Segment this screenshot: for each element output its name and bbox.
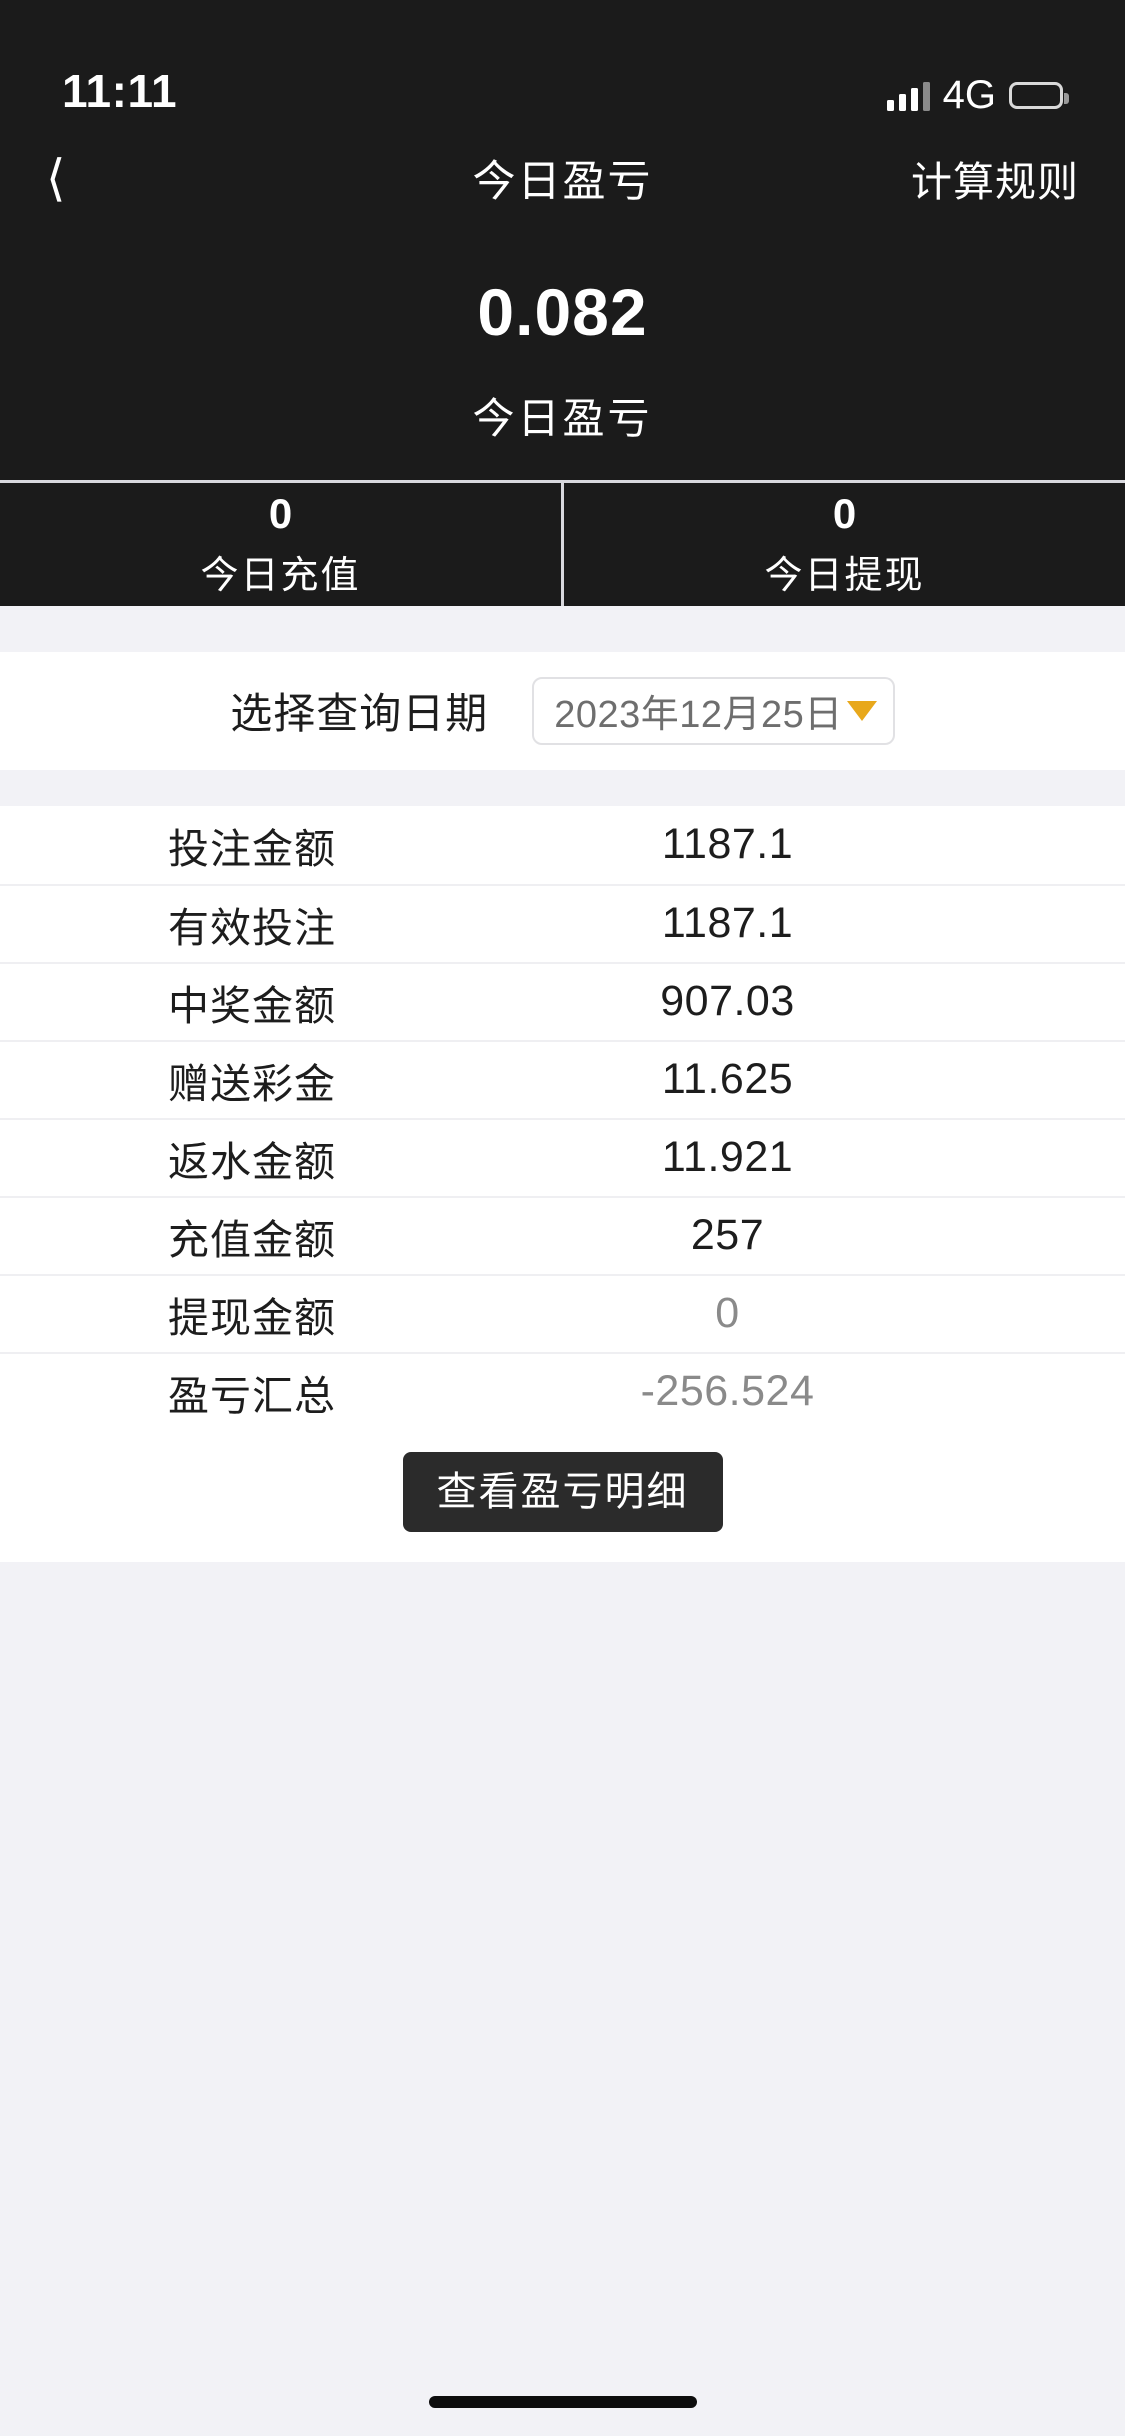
table-row: 有效投注 1187.1: [0, 883, 1125, 962]
stat-label: 今日充值: [200, 555, 361, 598]
table-row: 充值金额 257: [0, 1195, 1125, 1274]
row-value: -256.524: [640, 1367, 815, 1416]
stat-today-withdrawal: 0 今日提现: [561, 482, 1125, 606]
profit-summary: 0.082 今日盈亏: [0, 224, 1125, 480]
today-profit-label: 今日盈亏: [472, 394, 653, 442]
table-row: 盈亏汇总 -256.524: [0, 1351, 1125, 1430]
table-row: 返水金额 11.921: [0, 1117, 1125, 1196]
home-indicator[interactable]: [428, 2396, 697, 2408]
chevron-left-icon[interactable]: ⟨: [46, 150, 66, 206]
row-value: 0: [715, 1289, 740, 1338]
status-bar-indicators: 4G: [886, 73, 1069, 118]
row-label: 充值金额: [168, 1216, 336, 1263]
stat-label: 今日提现: [764, 555, 925, 598]
row-value: 907.03: [660, 977, 795, 1026]
navigation-bar: ⟨ 今日盈亏 计算规则: [0, 132, 1125, 224]
date-picker-label: 选择查询日期: [230, 690, 489, 738]
section-gap: [0, 605, 1125, 652]
row-label: 盈亏汇总: [168, 1372, 336, 1419]
stat-today-deposit: 0 今日充值: [0, 483, 561, 606]
stat-value: 0: [832, 490, 857, 538]
row-label: 返水金额: [168, 1138, 336, 1185]
row-value: 1187.1: [661, 820, 794, 869]
date-select-value: 2023年12月25日: [554, 694, 843, 737]
action-area: 查看盈亏明细: [0, 1429, 1125, 1562]
table-row: 投注金额 1187.1: [0, 806, 1125, 884]
status-bar: 11:11 4G: [0, 0, 1125, 132]
status-bar-time: 11:11: [62, 65, 178, 117]
details-table: 投注金额 1187.1 有效投注 1187.1 中奖金额 907.03 赠送彩金…: [0, 805, 1125, 1430]
row-label: 中奖金额: [168, 982, 336, 1029]
table-row: 中奖金额 907.03: [0, 961, 1125, 1040]
footer-space: [0, 1561, 1125, 1832]
view-profit-detail-button[interactable]: 查看盈亏明细: [402, 1451, 723, 1532]
battery-icon: [1009, 82, 1069, 109]
row-value: 11.625: [661, 1055, 794, 1104]
signal-bars-icon: [886, 81, 930, 111]
date-picker-card: 选择查询日期 2023年12月25日: [0, 651, 1125, 770]
triangle-down-icon: [846, 700, 877, 721]
stat-value: 0: [268, 490, 293, 538]
date-picker-row: 选择查询日期 2023年12月25日: [0, 652, 1125, 770]
today-profit-value: 0.082: [477, 275, 648, 349]
calculation-rules-button[interactable]: 计算规则: [911, 159, 1079, 205]
hero-panel: 11:11 4G ⟨ 今日盈亏 计算规则 0.082 今日盈亏 0 今日充值: [0, 0, 1125, 606]
row-value: 257: [690, 1211, 765, 1260]
row-value: 1187.1: [661, 899, 794, 948]
section-gap: [0, 769, 1125, 806]
row-label: 提现金额: [168, 1294, 336, 1341]
table-row: 赠送彩金 11.625: [0, 1039, 1125, 1118]
row-label: 有效投注: [168, 904, 336, 951]
hero-divider: [0, 479, 1125, 483]
row-label: 赠送彩金: [168, 1060, 336, 1107]
date-select[interactable]: 2023年12月25日: [532, 676, 895, 745]
table-row: 提现金额 0: [0, 1273, 1125, 1352]
hero-stats-row: 0 今日充值 0 今日提现: [0, 482, 1125, 606]
network-type-label: 4G: [942, 73, 996, 117]
row-value: 11.921: [661, 1133, 794, 1182]
row-label: 投注金额: [168, 825, 336, 872]
